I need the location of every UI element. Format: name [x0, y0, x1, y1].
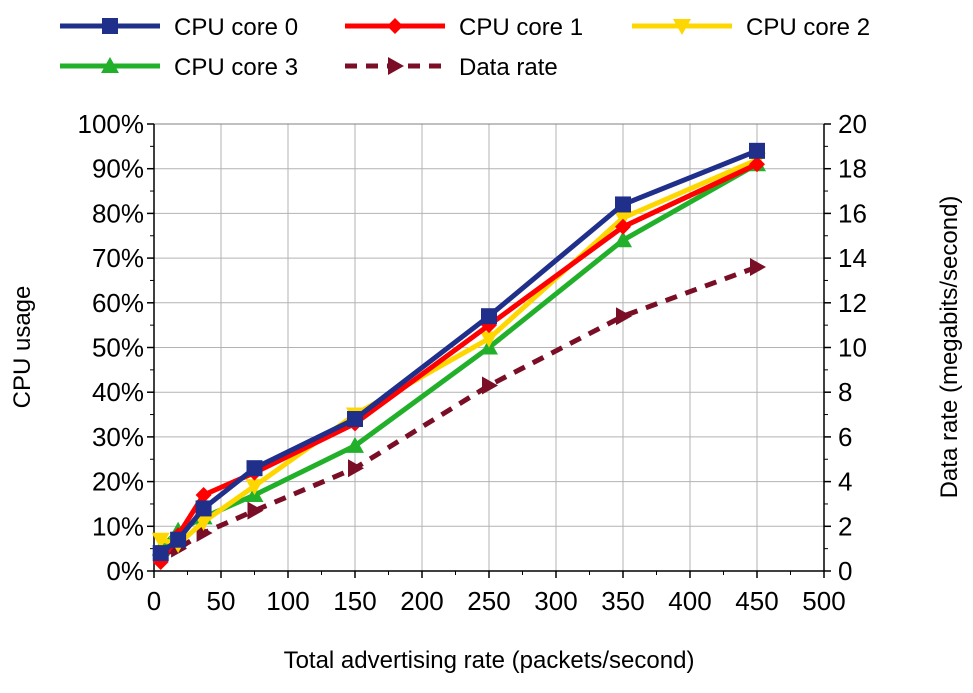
x-tick-label: 250 — [467, 586, 510, 616]
data-point-data-rate — [196, 524, 213, 543]
y-tick-label: 30% — [92, 422, 144, 452]
y2-tick-label: 18 — [838, 154, 867, 184]
legend: CPU core 0 CPU core 1 CPU core 2 CPU core 3… — [60, 14, 870, 81]
data-point-cpu-core-0 — [152, 545, 169, 562]
legend-item-cpu-core-0: CPU core 0 — [60, 14, 298, 41]
legend-label-cpu-core-2: CPU core 2 — [746, 14, 870, 41]
y2-tick-label: 12 — [838, 288, 867, 318]
data-point-data-rate — [616, 307, 632, 326]
series-cpu-core-0 — [152, 142, 765, 562]
y2-tick-label: 16 — [838, 198, 867, 228]
data-point-cpu-core-1 — [615, 218, 631, 235]
y-tick-label: 20% — [92, 467, 144, 497]
y-tick-label: 60% — [92, 288, 144, 318]
series-data-rate — [153, 258, 766, 565]
data-point-data-rate — [482, 376, 498, 395]
data-point-cpu-core-1 — [195, 487, 212, 504]
y-tick-label: 40% — [92, 377, 144, 407]
x-tick-label: 0 — [147, 586, 161, 616]
y2-tick-label: 20 — [838, 109, 867, 139]
data-point-data-rate — [348, 459, 364, 478]
y2-tick-label: 2 — [838, 511, 852, 541]
y-tick-label: 100% — [78, 109, 145, 139]
data-point-cpu-core-2 — [194, 514, 213, 531]
x-tick-label: 300 — [534, 586, 577, 616]
y2-tick-label: 10 — [838, 333, 867, 363]
series-group — [151, 142, 766, 571]
data-point-cpu-core-3 — [614, 231, 632, 248]
data-point-cpu-core-3 — [346, 436, 364, 453]
x-axis-title: Total advertising rate (packets/second) — [284, 647, 695, 674]
data-point-cpu-core-1 — [749, 156, 765, 173]
x-tick-label: 350 — [601, 586, 644, 616]
legend-marker-cpu-core-3 — [101, 57, 119, 73]
legend-item-cpu-core-3: CPU core 3 — [60, 54, 298, 81]
series-cpu-core-1 — [152, 156, 765, 571]
data-point-data-rate — [750, 258, 766, 277]
series-line-cpu-core-1 — [158, 161, 759, 564]
legend-label-cpu-core-3: CPU core 3 — [174, 54, 298, 81]
y-tick-label: 50% — [92, 333, 144, 363]
legend-label-data-rate: Data rate — [459, 54, 558, 81]
data-point-cpu-core-2 — [151, 532, 170, 549]
series-line-cpu-core-0 — [159, 148, 758, 556]
data-point-cpu-core-0 — [246, 460, 263, 477]
data-point-cpu-core-0 — [195, 500, 212, 517]
x-tick-label: 400 — [668, 586, 711, 616]
legend-item-data-rate: Data rate — [345, 54, 558, 81]
data-point-cpu-core-2 — [245, 479, 264, 496]
y2-tick-label: 4 — [838, 467, 852, 497]
y2-tick-label: 0 — [838, 556, 852, 586]
data-point-cpu-core-0 — [749, 142, 765, 159]
x-tick-label: 50 — [207, 586, 236, 616]
y-tick-label: 80% — [92, 198, 144, 228]
legend-item-cpu-core-1: CPU core 1 — [345, 14, 583, 41]
legend-item-cpu-core-2: CPU core 2 — [632, 14, 870, 41]
axes: 0 50 100 150 200 250 300 350 400 450 5000%10%20%30… — [78, 109, 867, 616]
y-tick-label: 90% — [92, 154, 144, 184]
data-point-cpu-core-0 — [615, 196, 631, 213]
legend-marker-cpu-core-0 — [102, 18, 118, 34]
legend-marker-cpu-core-1 — [387, 18, 403, 34]
y2-tick-label: 6 — [838, 422, 852, 452]
y-axis-title: CPU usage — [9, 286, 36, 409]
data-point-data-rate — [247, 501, 264, 520]
legend-label-cpu-core-1: CPU core 1 — [459, 14, 583, 41]
data-point-cpu-core-0 — [170, 531, 187, 548]
x-tick-label: 100 — [266, 586, 309, 616]
data-point-cpu-core-0 — [347, 411, 363, 428]
legend-marker-data-rate — [388, 57, 404, 75]
data-point-cpu-core-0 — [481, 308, 497, 325]
y-tick-label: 10% — [92, 511, 144, 541]
y2-tick-label: 14 — [838, 243, 867, 273]
x-tick-label: 200 — [400, 586, 443, 616]
y2-axis-title: Data rate (megabits/second) — [936, 196, 963, 499]
x-tick-label: 150 — [333, 586, 376, 616]
y-tick-label: 0% — [106, 556, 144, 586]
x-tick-label: 450 — [735, 586, 778, 616]
x-tick-label: 500 — [802, 586, 845, 616]
legend-marker-cpu-core-2 — [673, 19, 691, 35]
legend-label-cpu-core-0: CPU core 0 — [174, 14, 298, 41]
y2-tick-label: 8 — [838, 377, 852, 407]
data-point-cpu-core-2 — [480, 331, 498, 348]
y-tick-label: 70% — [92, 243, 144, 273]
